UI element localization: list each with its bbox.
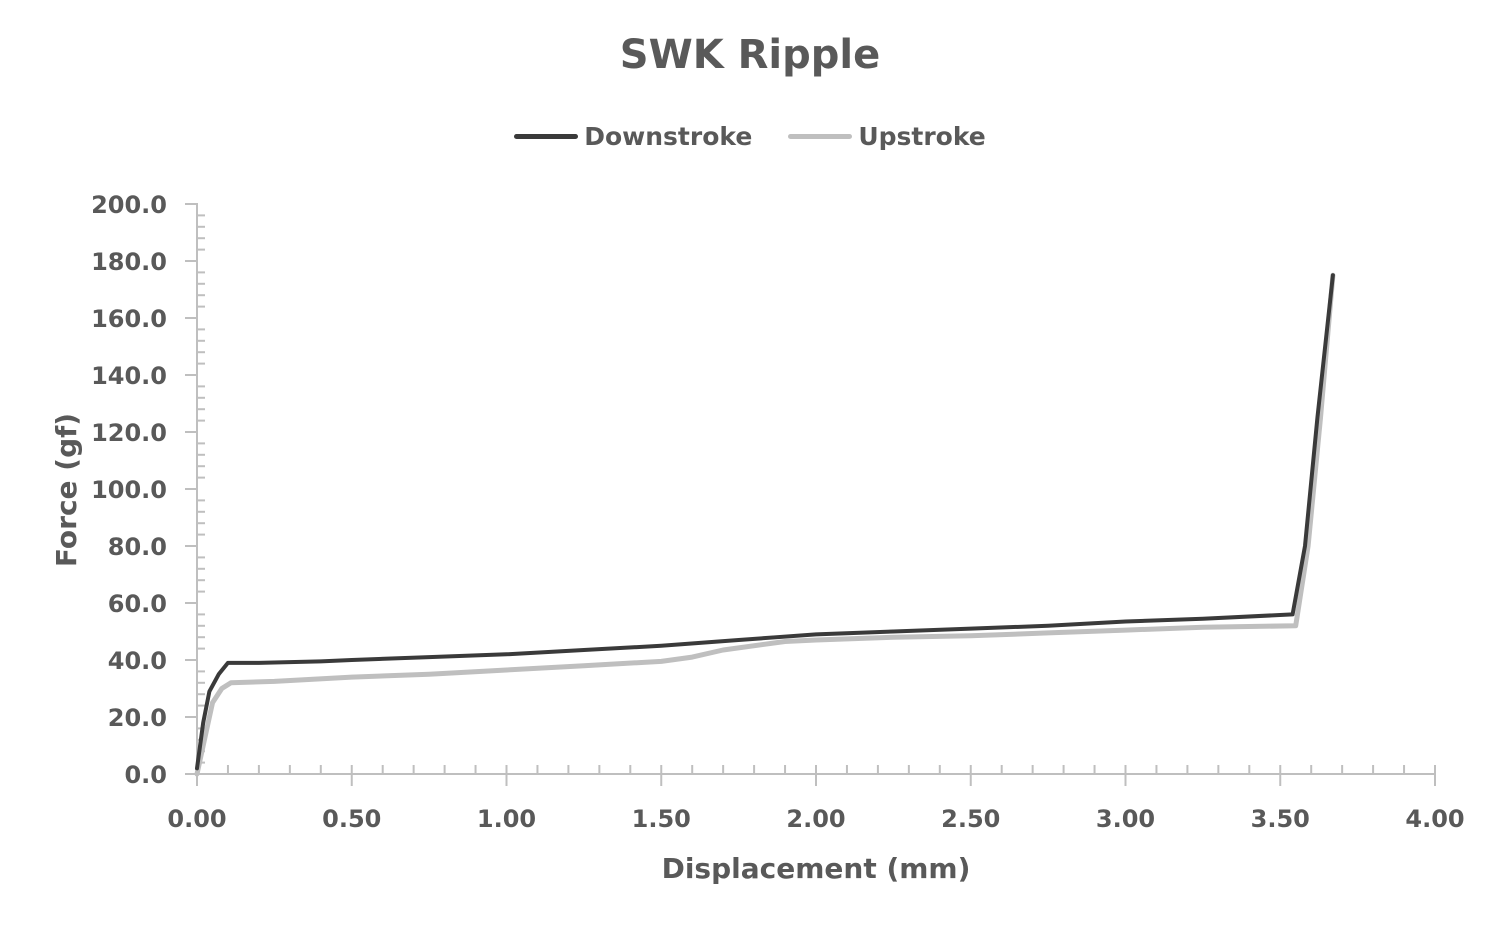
legend-item-upstroke[interactable]: Upstroke: [788, 122, 986, 151]
x-tick-label: 3.50: [1251, 805, 1310, 833]
chart-title: SWK Ripple: [619, 32, 881, 78]
y-tick-label: 0.0: [124, 761, 167, 789]
y-axis-title: Force (gf): [50, 413, 83, 567]
legend-label: Downstroke: [584, 122, 753, 151]
x-tick-label: 0.50: [322, 805, 381, 833]
y-tick-label: 40.0: [108, 647, 167, 675]
y-tick-label: 80.0: [108, 533, 167, 561]
legend-item-downstroke[interactable]: Downstroke: [514, 122, 752, 151]
x-tick-label: 0.00: [167, 805, 226, 833]
x-axis-title: Displacement (mm): [662, 852, 971, 885]
axes: 0.0 20.0 40.0 60.0 80.0 100.0 120.0 140.0 160.0 1…: [91, 191, 1465, 833]
y-tick-label: 120.0: [91, 419, 167, 447]
y-tick-label: 200.0: [91, 191, 167, 219]
x-tick-label: 2.50: [941, 805, 1000, 833]
x-tick-label: 1.00: [477, 805, 536, 833]
chart-legend: Downstroke Upstroke: [0, 122, 1500, 151]
y-tick-label: 140.0: [91, 362, 167, 390]
series-lines: [194, 272, 1336, 777]
y-tick-label: 60.0: [108, 590, 167, 618]
series-line-downstroke: [195, 273, 1335, 771]
x-tick-label: 3.00: [1096, 805, 1155, 833]
y-tick-label: 180.0: [91, 248, 167, 276]
legend-line-icon: [788, 134, 853, 139]
x-tick-label: 2.00: [786, 805, 845, 833]
x-tick-label: 1.50: [632, 805, 691, 833]
y-tick-label: 160.0: [91, 305, 167, 333]
legend-line-icon: [514, 134, 579, 139]
x-tick-label: 4.00: [1405, 805, 1464, 833]
y-tick-label: 100.0: [91, 476, 167, 504]
legend-label: Upstroke: [858, 122, 986, 151]
y-tick-label: 20.0: [108, 704, 167, 732]
series-line-upstroke: [194, 272, 1336, 777]
